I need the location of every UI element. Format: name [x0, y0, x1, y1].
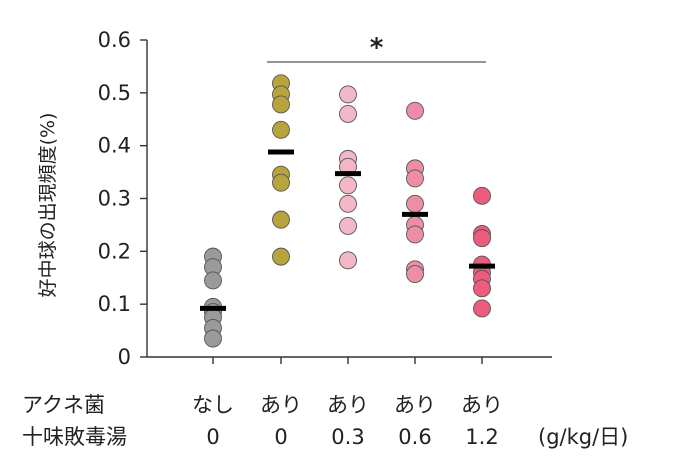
bacteria-label: なし	[192, 393, 234, 417]
group-4	[469, 186, 495, 318]
bacteria-label: あり	[394, 393, 436, 417]
dose-row-label: 十味敗毒湯	[22, 425, 127, 449]
data-point	[473, 186, 491, 205]
dose-label: 1.2	[465, 425, 498, 449]
data-point	[339, 105, 357, 123]
y-tick-label: 0.4	[98, 134, 131, 158]
data-point	[339, 176, 357, 195]
bacteria-label: あり	[461, 393, 503, 417]
y-tick-label: 0.5	[98, 81, 131, 105]
dose-unit-label: (g/kg/日)	[538, 425, 628, 449]
data-point	[339, 194, 357, 213]
data-point	[339, 217, 357, 235]
data-point	[473, 299, 491, 318]
y-tick-label: 0.2	[98, 239, 131, 263]
data-point	[272, 247, 290, 266]
y-tick-label: 0.6	[98, 28, 131, 52]
row-labels: アクネ菌 十味敗毒湯 (g/kg/日) なし 0 あり 0 あり 0.3 あり 0.6 あり 1.…	[22, 393, 628, 449]
bacteria-row-label: アクネ菌	[22, 393, 105, 417]
group-3	[402, 101, 428, 284]
data-point	[406, 101, 424, 120]
data-groups	[200, 74, 495, 348]
dose-label: 0.6	[398, 425, 431, 449]
group-1	[268, 74, 294, 266]
bacteria-label: あり	[327, 393, 369, 417]
data-point	[272, 95, 290, 114]
dose-label: 0.3	[331, 425, 364, 449]
y-axis: 0 0.1 0.2 0.3 0.4 0.5 0.6	[98, 28, 148, 369]
dose-label: 0	[206, 425, 219, 449]
data-point	[272, 210, 290, 229]
data-point	[339, 251, 357, 270]
dose-label: 0	[274, 425, 287, 449]
data-point	[406, 194, 424, 213]
data-point	[473, 229, 491, 248]
data-point	[339, 85, 357, 104]
y-tick-label: 0.1	[98, 292, 131, 316]
bacteria-label: あり	[260, 393, 302, 417]
data-point	[473, 279, 491, 298]
x-axis	[147, 356, 552, 364]
significance-marker: *	[370, 33, 384, 63]
data-point	[406, 265, 424, 284]
data-point	[272, 120, 290, 139]
group-2	[335, 85, 361, 270]
data-point	[204, 271, 222, 290]
data-point	[406, 225, 424, 244]
data-point	[272, 173, 290, 192]
y-tick-label: 0.3	[98, 187, 131, 211]
y-tick-label: 0	[118, 345, 131, 369]
data-point	[204, 329, 222, 348]
group-0	[200, 247, 226, 348]
significance-bracket: *	[267, 33, 486, 63]
y-axis-title: 好中球の出現頻度(%)	[37, 113, 59, 298]
data-point	[406, 169, 424, 188]
